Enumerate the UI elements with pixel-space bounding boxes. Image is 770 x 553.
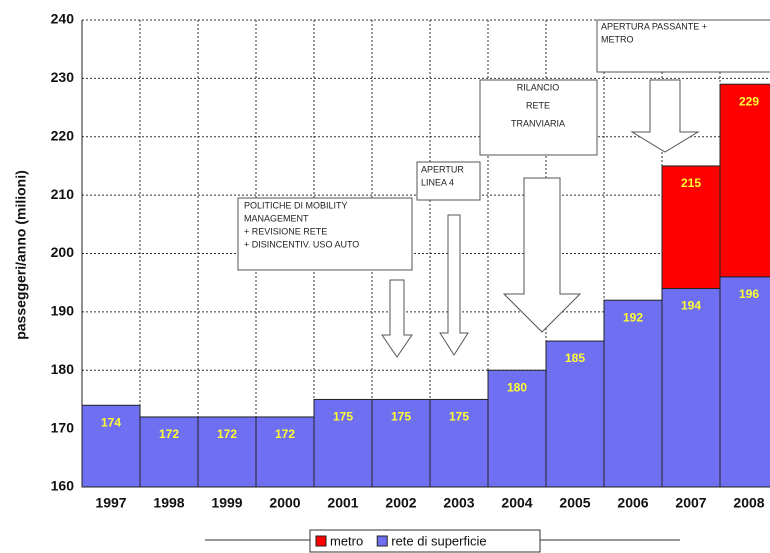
legend-swatch — [315, 535, 327, 547]
bar — [719, 276, 770, 488]
value-label: 175 — [391, 410, 411, 424]
bar — [719, 83, 770, 278]
x-tick-label: 2002 — [385, 495, 416, 511]
annotation-text: + DISINCENTIV. USO AUTO — [244, 239, 359, 249]
value-label: 175 — [333, 410, 353, 424]
annotation-text: POLITICHE DI MOBILITY — [244, 200, 348, 210]
value-label: 172 — [275, 427, 295, 441]
annotation-box — [416, 161, 481, 201]
x-tick-label: 1997 — [95, 495, 126, 511]
arrow — [439, 214, 469, 356]
x-tick-label: 2007 — [675, 495, 706, 511]
annotation-text: LINEA 4 — [421, 177, 454, 187]
y-tick-label: 240 — [51, 11, 75, 27]
bar — [255, 416, 315, 488]
x-tick-label: 1998 — [153, 495, 184, 511]
x-tick-label: 1999 — [211, 495, 242, 511]
value-label: 194 — [681, 299, 701, 313]
legend-label: metro — [330, 533, 363, 548]
y-tick-label: 180 — [51, 361, 75, 377]
y-tick-label: 170 — [51, 419, 75, 435]
x-tick-label: 2003 — [443, 495, 474, 511]
annotation-text: APERTURA PASSANTE + — [601, 21, 707, 31]
arrow — [630, 79, 700, 153]
x-tick-label: 2006 — [617, 495, 648, 511]
legend-box — [309, 529, 541, 553]
total-label: 215 — [681, 176, 701, 190]
value-label: 175 — [449, 410, 469, 424]
x-tick-label: 2000 — [269, 495, 300, 511]
bar — [197, 416, 257, 488]
annotation-text: APERTUR — [421, 164, 464, 174]
annotation-box — [479, 79, 598, 156]
x-tick-label: 2005 — [559, 495, 590, 511]
arrow — [502, 177, 582, 333]
y-tick-label: 230 — [51, 69, 75, 85]
annotation-text: RETE — [526, 100, 550, 110]
annotations: POLITICHE DI MOBILITY MANAGEMENT + REVISIO… — [237, 19, 770, 358]
value-label: 172 — [217, 427, 237, 441]
annotation-text: TRANVIARIA — [511, 118, 565, 128]
annotation-box — [596, 19, 770, 73]
bar — [487, 369, 547, 488]
bar — [603, 299, 663, 488]
annotation-box — [237, 197, 413, 271]
value-label: 174 — [101, 415, 121, 429]
bar — [371, 398, 431, 488]
y-tick-label: 160 — [51, 478, 75, 494]
value-label: 185 — [565, 351, 585, 365]
x-tick-label: 2001 — [327, 495, 358, 511]
annotation-text: METRO — [601, 34, 634, 44]
total-label: 229 — [739, 94, 759, 108]
y-tick-label: 210 — [51, 186, 75, 202]
bars: 174 172 172 172 175 175 175 180 185 192 194 196 215 2… — [81, 83, 770, 488]
legend-swatch — [376, 535, 388, 547]
annotation-text: MANAGEMENT — [244, 213, 309, 223]
value-label: 192 — [623, 310, 643, 324]
bar — [661, 288, 721, 488]
arrow — [381, 279, 413, 358]
y-tick-label: 200 — [51, 244, 75, 260]
legend-label: rete di superficie — [391, 533, 486, 548]
x-tick-label: 2008 — [733, 495, 764, 511]
y-tick-label: 190 — [51, 303, 75, 319]
value-label: 180 — [507, 380, 527, 394]
annotation-text: RILANCIO — [517, 82, 560, 92]
y-axis-label: passeggeri/anno (milioni) — [13, 170, 29, 340]
x-tick-label: 2004 — [501, 495, 532, 511]
value-label: 172 — [159, 427, 179, 441]
annotation-text: + REVISIONE RETE — [244, 226, 327, 236]
value-label: 196 — [739, 287, 759, 301]
bar — [545, 340, 605, 488]
bar — [661, 165, 721, 290]
y-tick-label: 220 — [51, 127, 75, 143]
